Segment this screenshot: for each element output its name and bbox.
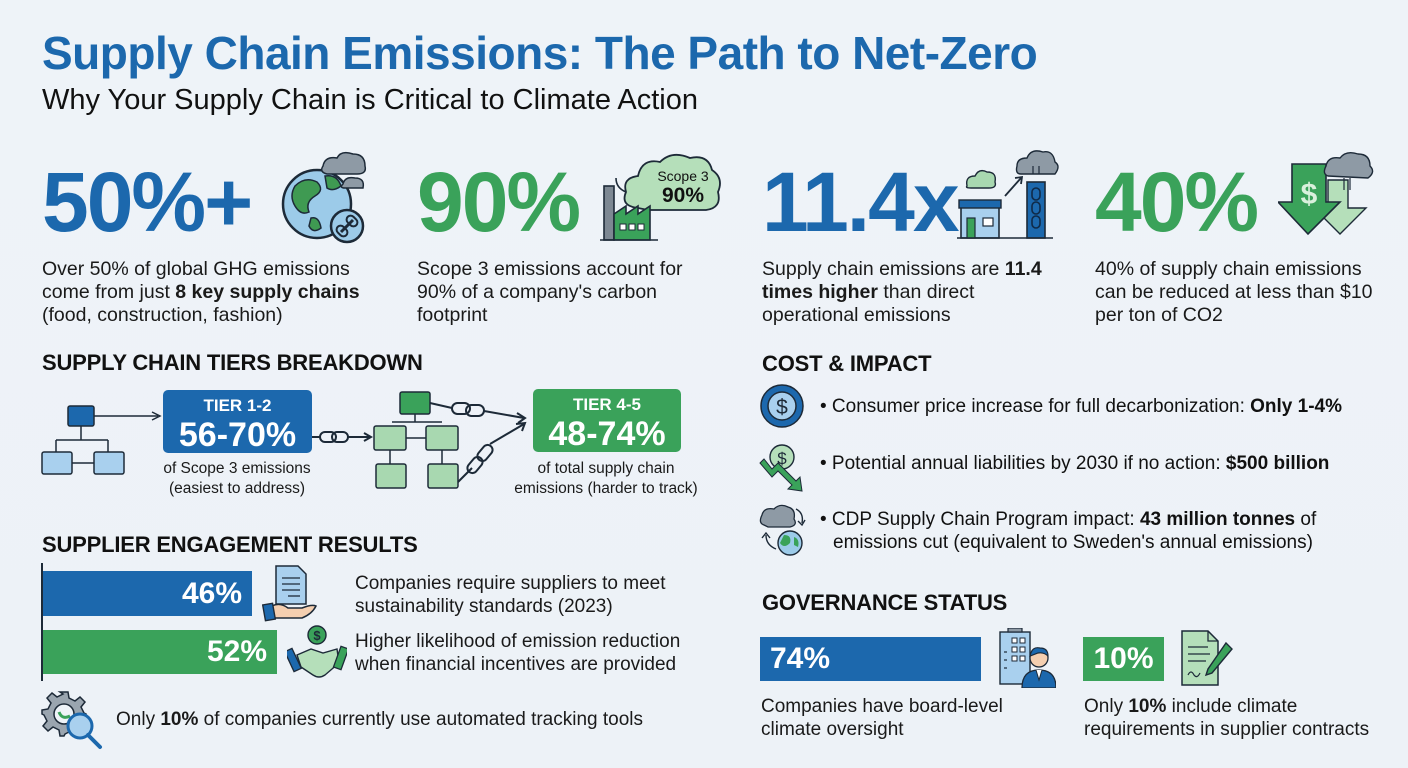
note-text: of companies currently use automated tra…	[198, 709, 644, 730]
gov-caption-bold: 10%	[1128, 696, 1167, 717]
stat-card-reduction: 40% 40% of supply chain emissions can be…	[1095, 160, 1385, 327]
bar-axis-line	[41, 563, 43, 681]
cost-bold: 43 million tonnes	[1139, 509, 1296, 530]
stat-value: 90%	[417, 155, 581, 249]
icon-label-scope: Scope 3	[657, 168, 709, 184]
tier-label: TIER 4-5	[572, 395, 642, 414]
engagement-bar-incentives: 52%	[43, 630, 277, 674]
stat-desc-bold: 11.4 times higher	[762, 258, 1042, 303]
building-person-icon	[994, 627, 1057, 689]
cost-text: • CDP Supply Chain Program impact:	[820, 509, 1140, 530]
org-chart-blue-icon	[40, 400, 165, 480]
stat-description: Supply chain emissions are 11.4 times hi…	[762, 258, 1062, 327]
stat-description: 40% of supply chain emissions can be red…	[1095, 258, 1373, 326]
tier-label: TIER 1-2	[203, 396, 272, 415]
stat-desc-text: (food, construction, fashion)	[42, 304, 283, 326]
cost-text: • Consumer price increase for full decar…	[820, 396, 1251, 417]
dollar-down-trend-icon: $	[758, 443, 808, 493]
svg-text:$: $	[776, 396, 788, 419]
governance-section-title: GOVERNANCE STATUS	[762, 590, 1008, 615]
gov-caption-text: Only	[1084, 696, 1129, 717]
svg-text:$: $	[1301, 178, 1318, 211]
house-tower-chain-icon	[955, 146, 1065, 246]
factory-cloud-icon: Scope 3 90%	[598, 148, 728, 243]
stat-description: Over 50% of global GHG emissions come fr…	[42, 258, 382, 327]
page-subtitle: Why Your Supply Chain is Critical to Cli…	[42, 84, 699, 116]
stat-description: Scope 3 emissions account for 90% of a c…	[417, 258, 683, 326]
cost-bold: Only 1-4%	[1250, 396, 1343, 417]
tier-caption-line: of Scope 3 emissions	[163, 460, 311, 477]
cost-text: of	[1295, 509, 1317, 530]
gear-magnifier-icon	[40, 690, 106, 750]
bar-value: 46%	[181, 576, 242, 610]
tier-1-2-caption: of Scope 3 emissions (easiest to address…	[147, 459, 327, 499]
tier-4-5-caption: of total supply chain emissions (harder …	[500, 459, 712, 499]
svg-text:$: $	[777, 449, 787, 468]
org-chart-green-chain-icon	[312, 388, 532, 498]
stat-desc-text: than direct operational emissions	[762, 281, 975, 326]
cost-text: • Potential annual liabilities by 2030 i…	[820, 453, 1226, 474]
tiers-section-title: SUPPLY CHAIN TIERS BREAKDOWN	[42, 350, 423, 375]
dollar-coin-icon: $	[759, 383, 805, 429]
gov-caption-text: include climate	[1166, 696, 1298, 717]
governance-bar-board-oversight: 74%	[760, 637, 981, 681]
contract-pen-icon	[1178, 629, 1236, 687]
gov-caption-line: requirements in supplier contracts	[1084, 719, 1370, 740]
gov-caption-line: Companies have board-level	[761, 696, 1003, 717]
tier-4-5-box: TIER 4-5 48-74%	[533, 389, 681, 453]
tier-caption-line: emissions (harder to track)	[514, 480, 698, 497]
engagement-bar-standards-text: Companies require suppliers to meet sust…	[355, 572, 666, 618]
engagement-bar-standards: 46%	[43, 571, 252, 616]
stat-card-multiplier: 11.4x Supply chain emissions are 11.4 ti…	[762, 160, 1062, 327]
note-text: Only	[116, 709, 161, 730]
document-hand-icon	[261, 564, 318, 622]
tier-value: 48-74%	[548, 415, 666, 453]
tier-1-2-box: TIER 1-2 56-70%	[163, 390, 312, 454]
note-bold: 10%	[160, 709, 199, 730]
engagement-bar-incentives-text: Higher likelihood of emission reduction …	[355, 630, 680, 676]
cost-section-title: COST & IMPACT	[762, 351, 932, 376]
bar-value: 74%	[770, 642, 831, 675]
globe-chain-icon	[275, 146, 375, 246]
handshake-dollar-icon: $	[283, 625, 350, 681]
engagement-section-title: SUPPLIER ENGAGEMENT RESULTS	[42, 532, 418, 557]
stat-value: 50%+	[42, 155, 253, 249]
bar-text-line: sustainability standards (2023)	[355, 596, 613, 617]
stat-desc-text: Supply chain emissions are	[762, 258, 1005, 280]
dollar-down-arrow-icon: $	[1276, 150, 1378, 240]
governance-board-caption: Companies have board-level climate overs…	[761, 695, 1003, 741]
bar-text-line: Companies require suppliers to meet	[355, 573, 666, 594]
governance-bar-supplier-contracts: 10%	[1083, 637, 1164, 681]
stat-desc-text: Over 50% of global GHG emissions come fr…	[42, 258, 350, 303]
bar-text-line: Higher likelihood of emission reduction	[355, 631, 681, 652]
stat-desc-bold: 8 key supply chains	[175, 281, 360, 303]
automated-tracking-note: Only 10% of companies currently use auto…	[116, 708, 643, 731]
cost-item-cdp-impact: • CDP Supply Chain Program impact: 43 mi…	[820, 508, 1316, 554]
gov-caption-line: climate oversight	[761, 719, 904, 740]
cloud-globe-cycle-icon	[758, 503, 810, 557]
cost-bold: $500 billion	[1225, 453, 1330, 474]
tier-caption-line: of total supply chain	[537, 460, 675, 477]
svg-text:$: $	[313, 628, 321, 643]
bar-value: 52%	[206, 635, 267, 668]
cost-item-liabilities: • Potential annual liabilities by 2030 i…	[820, 452, 1329, 475]
cost-text-line2: emissions cut (equivalent to Sweden's an…	[833, 532, 1313, 553]
tier-value: 56-70%	[178, 416, 297, 454]
tier-caption-line: (easiest to address)	[168, 480, 306, 497]
bar-value: 10%	[1093, 642, 1154, 675]
cost-item-price-increase: • Consumer price increase for full decar…	[820, 395, 1342, 418]
stat-value: 11.4x	[762, 155, 960, 249]
page-title: Supply Chain Emissions: The Path to Net-…	[42, 27, 1038, 79]
stat-card-ghg: 50%+ Over 50% of global GHG emissions co…	[42, 160, 382, 327]
governance-contracts-caption: Only 10% include climate requirements in…	[1084, 695, 1369, 741]
icon-label-value: 90%	[661, 184, 705, 207]
stat-value: 40%	[1095, 155, 1259, 249]
stat-card-scope3: 90% Scope 3 emissions account for 90% of…	[417, 160, 717, 327]
bar-text-line: when financial incentives are provided	[355, 654, 677, 675]
